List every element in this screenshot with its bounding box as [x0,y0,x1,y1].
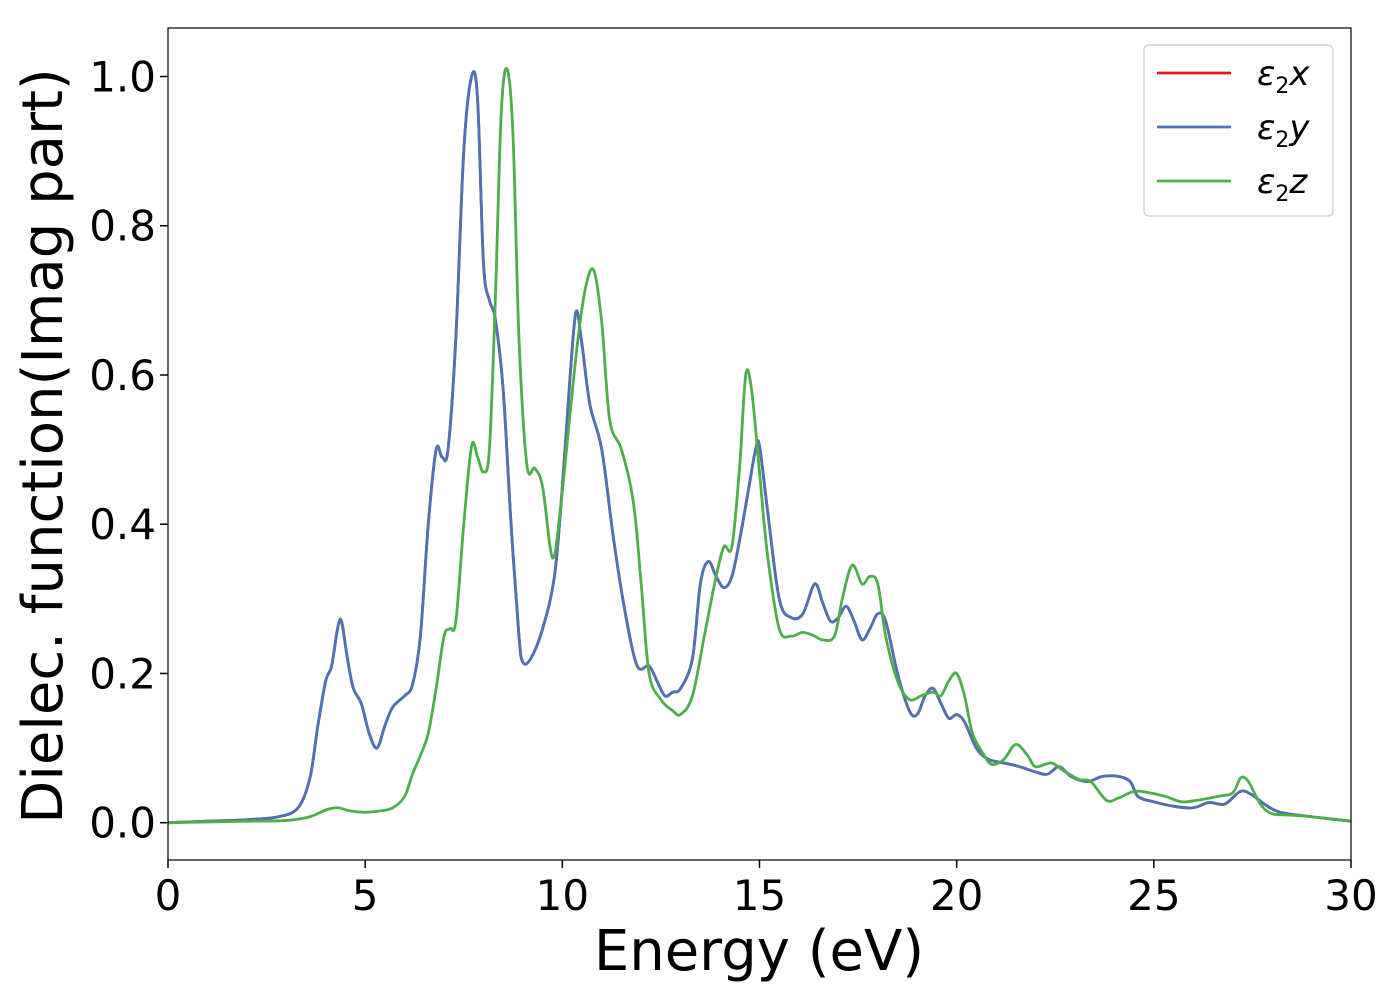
x-axis-title: Energy (eV) [594,919,924,984]
y-tick-label: 0.2 [89,649,156,698]
series-line-y [168,70,1351,825]
legend-box [1143,44,1334,217]
y-tick-label: 1.0 [89,53,156,102]
series-line-z [168,66,1351,825]
legend-label-x: ε2x [1257,54,1310,99]
y-tick-label: 0.8 [89,202,156,251]
y-tick-label: 0.6 [89,351,156,400]
x-tick-label: 10 [536,871,589,920]
y-axis-title: Dielec. function(Imag part) [11,68,76,824]
x-tick-label: 20 [930,871,983,920]
x-tick-label: 15 [733,871,786,920]
legend: ε2x ε2y ε2z [1143,44,1334,217]
x-tick-label: 25 [1127,871,1180,920]
y-tick-label: 0.4 [89,500,156,549]
series-layer [168,66,1351,825]
y-tick-label: 0.0 [89,799,156,848]
x-tick-label: 30 [1324,871,1377,920]
x-tick-label: 0 [155,871,182,920]
legend-label-y: ε2y [1257,108,1310,153]
x-tick-label: 5 [352,871,379,920]
axis-ticks: 0 5 10 15 20 25 30 0.0 0.2 0.4 0.6 0.8 1.0 [89,53,1378,920]
legend-label-z: ε2z [1257,162,1308,207]
